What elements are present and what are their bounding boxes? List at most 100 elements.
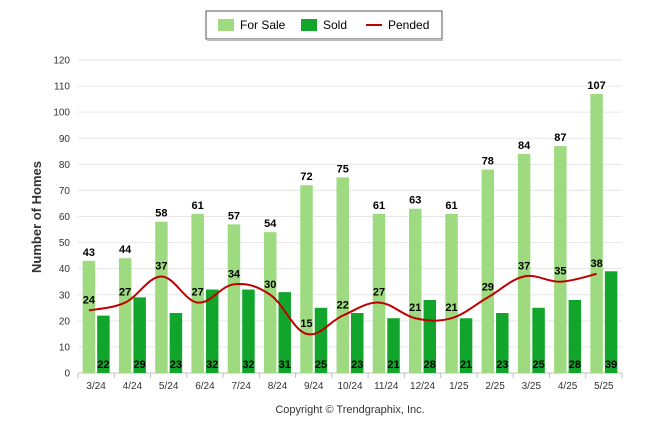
sold-data-label: 21 — [460, 359, 472, 371]
y-tick-label: 30 — [59, 290, 71, 301]
for-sale-bar[interactable] — [554, 146, 567, 373]
for-sale-data-label: 78 — [482, 156, 494, 168]
y-tick-label: 60 — [59, 212, 71, 223]
pended-data-label: 15 — [300, 318, 312, 330]
legend-swatch-for-sale — [218, 19, 234, 31]
x-tick-label: 6/24 — [195, 381, 215, 392]
for-sale-data-label: 61 — [192, 200, 204, 212]
x-tick-label: 4/24 — [123, 381, 143, 392]
sold-data-label: 23 — [351, 359, 363, 371]
for-sale-data-label: 75 — [337, 163, 349, 175]
legend-label-for-sale: For Sale — [240, 18, 286, 32]
y-tick-label: 80 — [59, 160, 71, 171]
sold-bar[interactable] — [97, 315, 110, 373]
for-sale-bar[interactable] — [481, 169, 495, 373]
x-tick-label: 5/25 — [594, 381, 614, 392]
legend-label-pended: Pended — [388, 18, 429, 32]
pended-data-label: 34 — [228, 268, 241, 280]
sold-bar[interactable] — [568, 299, 582, 373]
sold-bar[interactable] — [423, 299, 437, 373]
y-tick-label: 10 — [59, 342, 71, 353]
sold-bar[interactable] — [604, 271, 618, 373]
y-axis-ticks: 0 10 20 30 40 50 60 70 80 90 100 110 120 — [53, 56, 70, 380]
y-axis-label: Number of Homes — [29, 161, 44, 273]
sold-data-label: 21 — [387, 359, 399, 371]
pended-data-label: 27 — [373, 287, 385, 299]
sold-bar[interactable] — [242, 289, 255, 373]
pended-data-label: 37 — [518, 260, 530, 272]
for-sale-bar[interactable] — [82, 260, 96, 373]
pended-data-label: 30 — [264, 279, 276, 291]
for-sale-bar[interactable] — [118, 258, 132, 373]
x-axis-ticks: 3/24 4/24 5/24 6/24 7/24 8/24 9/24 10/24 11/24 12… — [77, 373, 623, 392]
x-tick-label: 8/24 — [268, 381, 288, 392]
sold-data-label: 32 — [206, 359, 218, 371]
sold-bar[interactable] — [278, 292, 291, 373]
legend-item-pended[interactable]: Pended — [366, 18, 429, 32]
sold-data-label: 28 — [424, 359, 436, 371]
sold-data-label: 23 — [170, 359, 182, 371]
sold-data-label: 23 — [496, 359, 508, 371]
for-sale-data-label: 43 — [83, 247, 95, 259]
x-tick-label: 4/25 — [558, 381, 578, 392]
sold-bar[interactable] — [387, 318, 400, 373]
sold-bar[interactable] — [532, 307, 545, 373]
for-sale-bar[interactable] — [191, 213, 204, 373]
x-tick-label: 11/24 — [374, 381, 399, 392]
sold-data-label: 32 — [242, 359, 254, 371]
y-tick-label: 90 — [59, 134, 71, 145]
for-sale-bar[interactable] — [409, 208, 422, 373]
x-tick-label: 2/25 — [485, 381, 505, 392]
x-tick-label: 12/24 — [410, 381, 435, 392]
for-sale-data-label: 61 — [373, 200, 385, 212]
x-tick-label: 9/24 — [304, 381, 324, 392]
sold-data-label: 29 — [134, 359, 146, 371]
for-sale-bar[interactable] — [155, 221, 168, 373]
legend-item-sold[interactable]: Sold — [301, 18, 347, 32]
credits: Copyright © Trendgraphix, Inc. — [275, 404, 424, 416]
sold-data-label: 39 — [605, 359, 617, 371]
data-labels: 43 22 44 29 58 23 61 32 57 32 54 31 72 25 75 23 61 21 63 28… — [83, 80, 617, 371]
legend-item-for-sale[interactable]: For Sale — [218, 18, 286, 32]
pended-data-label: 27 — [119, 287, 131, 299]
for-sale-bar[interactable] — [336, 177, 350, 373]
for-sale-data-label: 57 — [228, 210, 240, 222]
for-sale-data-label: 54 — [264, 218, 277, 230]
bars — [82, 93, 618, 374]
pended-data-label: 35 — [554, 266, 566, 278]
x-tick-label: 7/24 — [231, 381, 251, 392]
for-sale-bar[interactable] — [590, 93, 603, 374]
y-tick-label: 110 — [54, 82, 70, 93]
sold-bar[interactable] — [205, 289, 219, 373]
for-sale-data-label: 63 — [409, 195, 421, 207]
for-sale-bar[interactable] — [263, 232, 277, 373]
x-tick-label: 3/24 — [86, 381, 106, 392]
pended-data-label: 22 — [337, 300, 349, 312]
for-sale-data-label: 107 — [587, 80, 605, 92]
sold-bar[interactable] — [169, 313, 183, 373]
for-sale-data-label: 61 — [445, 200, 457, 212]
for-sale-data-label: 72 — [300, 171, 312, 183]
x-tick-label: 5/24 — [159, 381, 179, 392]
pended-data-label: 37 — [155, 260, 167, 272]
sold-bar[interactable] — [314, 307, 328, 373]
for-sale-bar[interactable] — [517, 153, 531, 373]
for-sale-bar[interactable] — [300, 185, 313, 373]
pended-line[interactable] — [88, 272, 597, 336]
for-sale-bar[interactable] — [445, 213, 458, 373]
sold-data-label: 25 — [532, 359, 544, 371]
sold-bar[interactable] — [133, 297, 146, 373]
x-tick-label: 10/24 — [337, 381, 362, 392]
pended-data-label: 24 — [83, 294, 96, 306]
sold-bar[interactable] — [351, 313, 364, 373]
for-sale-bar[interactable] — [372, 213, 386, 373]
y-tick-label: 50 — [59, 238, 71, 249]
for-sale-bar[interactable] — [227, 224, 241, 373]
sold-bar[interactable] — [496, 313, 509, 373]
legend-swatch-sold — [301, 19, 317, 31]
sold-bar[interactable] — [459, 318, 473, 373]
legend[interactable]: For Sale Sold Pended — [205, 10, 443, 41]
pended-line-group — [88, 272, 597, 336]
pended-data-label: 38 — [590, 258, 602, 270]
